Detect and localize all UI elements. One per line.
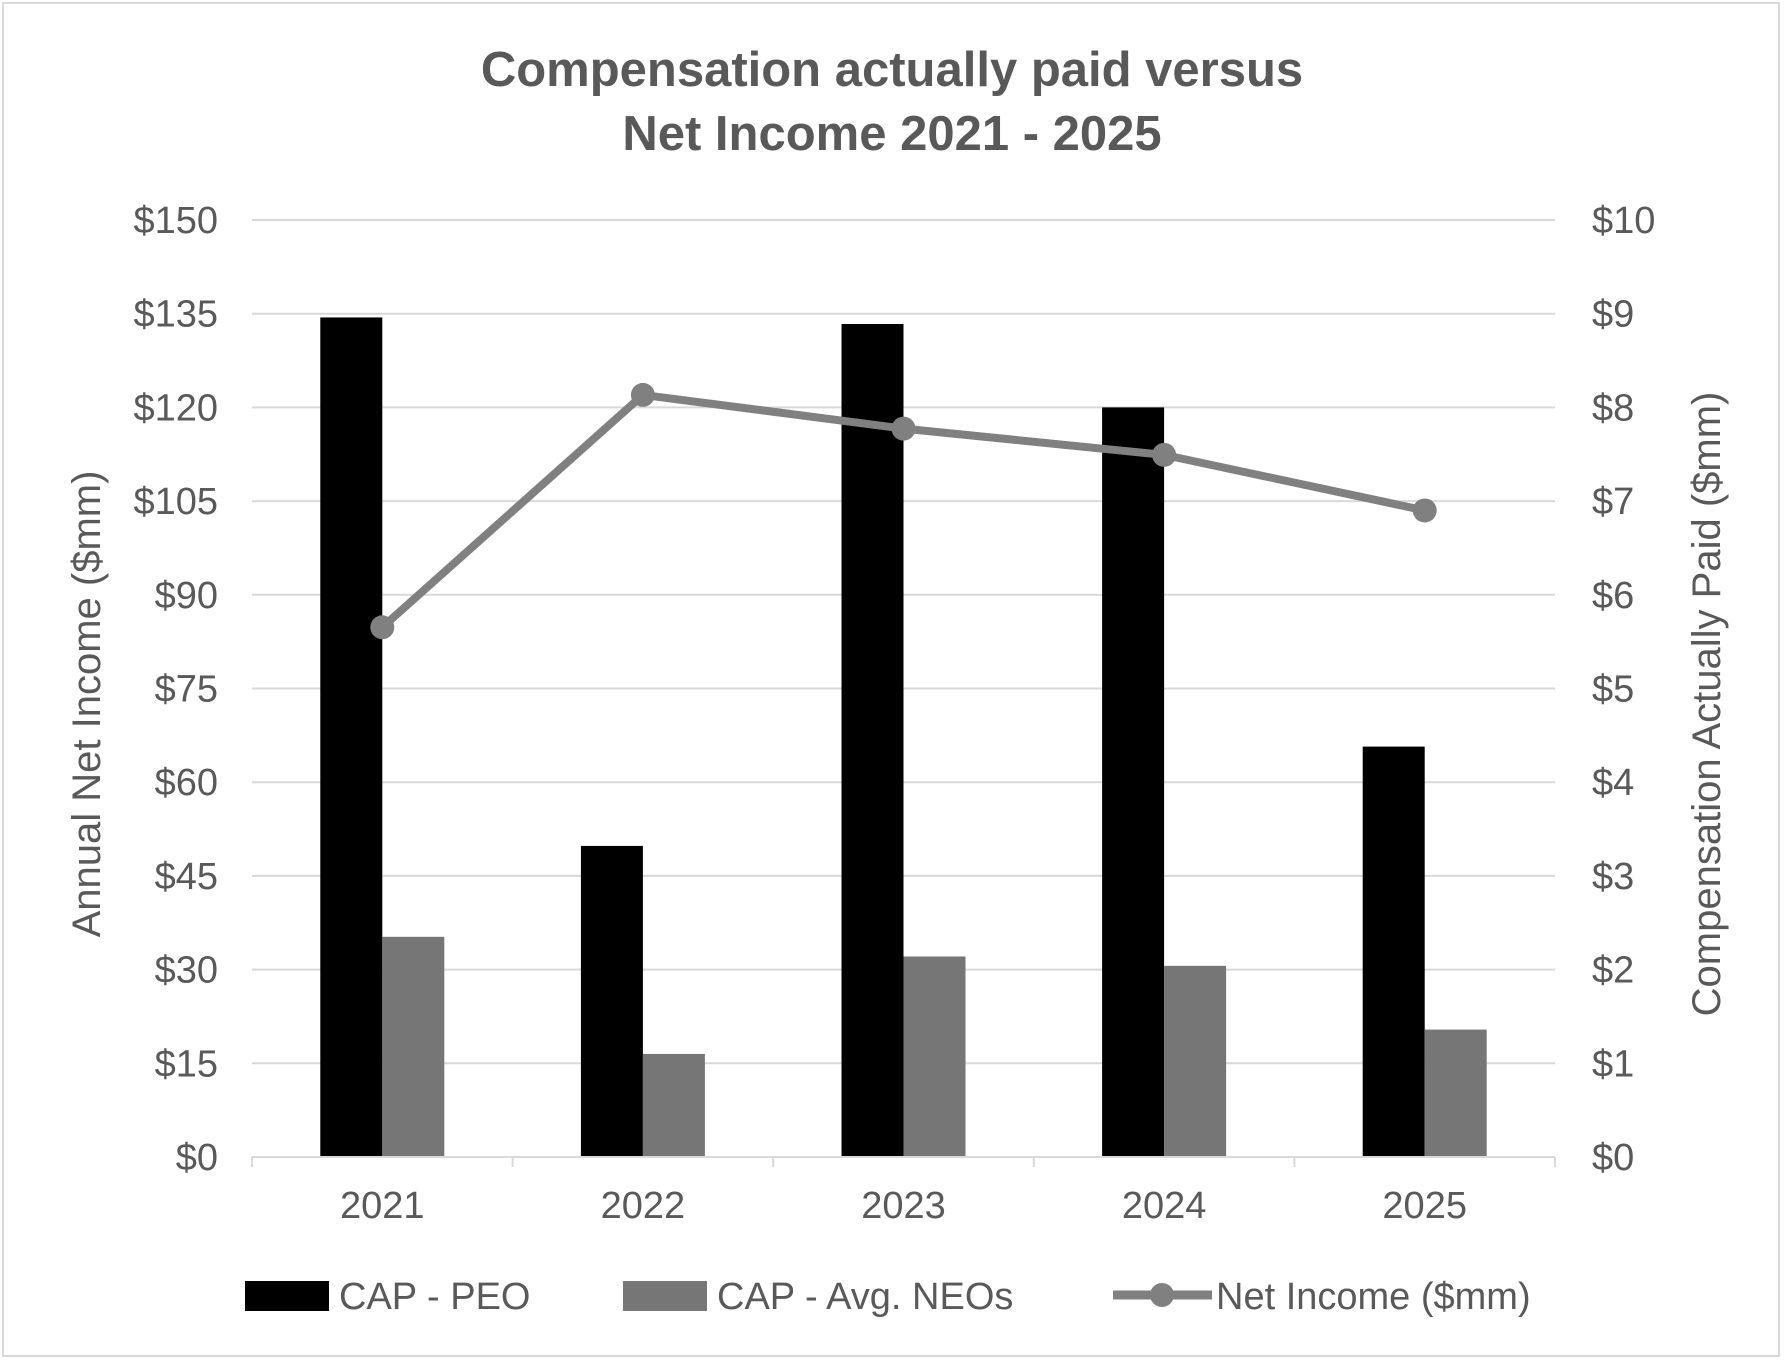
right-tick-label: $4 [1592,762,1634,804]
net-income-point-2025 [1412,498,1437,523]
right-tick-label: $10 [1592,200,1655,242]
left-tick-label: $105 [133,481,218,523]
net-income-point-2024 [1152,442,1177,467]
bar-cap-peo-2024 [1102,407,1165,1157]
right-tick-label: $7 [1592,481,1634,523]
left-tick-label: $120 [133,387,218,429]
right-tick-label: $2 [1592,950,1634,992]
right-tick-label: $3 [1592,856,1634,898]
legend-label-cap-avg-neos: CAP - Avg. NEOs [717,1276,1013,1318]
right-axis-ticks: $0 $1 $2 $3 $4 $5 $6 $7 $8 $9 $10 [1592,200,1655,1179]
bar-cap-avg-neos-2023 [903,956,966,1157]
left-tick-label: $135 [133,294,218,336]
bar-cap-avg-neos-2024 [1164,965,1227,1157]
net-income-point-2022 [630,382,655,407]
left-tick-label: $45 [155,856,218,898]
right-tick-label: $8 [1592,387,1634,429]
right-tick-label: $9 [1592,294,1634,336]
left-tick-label: $75 [155,669,218,711]
x-tick-label-2023: 2023 [861,1185,946,1227]
legend-label-net-income: Net Income ($mm) [1216,1276,1531,1318]
bar-cap-peo-2022 [580,845,643,1157]
x-tick-label-2022: 2022 [601,1185,686,1227]
bar-cap-peo-2023 [841,324,904,1158]
gridlines [252,219,1555,1065]
right-tick-label: $1 [1592,1043,1634,1085]
x-tick-label-2021: 2021 [340,1185,425,1227]
chart-title-line-1: Compensation actually paid versus [481,43,1303,97]
bars [320,317,1487,1158]
left-axis-ticks: $0 $15 $30 $45 $60 $75 $90 $105 $120 $135 $150 [133,200,218,1179]
legend-swatch-cap-avg-neos [623,1281,707,1311]
bar-cap-avg-neos-2025 [1424,1029,1487,1157]
bar-cap-avg-neos-2022 [642,1053,705,1157]
bar-cap-peo-2025 [1362,746,1425,1157]
net-income-point-2021 [370,615,395,640]
legend-swatch-cap-peo [245,1281,329,1311]
bar-cap-peo-2021 [320,317,383,1157]
left-tick-label: $0 [176,1137,218,1179]
left-tick-label: $15 [155,1043,218,1085]
net-income-line-group [370,382,1437,640]
bar-cap-avg-neos-2021 [382,936,445,1157]
legend-label-cap-peo: CAP - PEO [339,1276,530,1318]
chart-title: Compensation actually paid versus Net In… [481,43,1303,161]
right-tick-label: $5 [1592,669,1634,711]
x-axis: 2021 2022 2023 2024 2025 [251,1156,1556,1227]
net-income-point-2023 [891,416,916,441]
chart-title-line-2: Net Income 2021 - 2025 [622,107,1161,161]
legend-marker-net-income [1150,1283,1174,1307]
x-tick-label-2024: 2024 [1122,1185,1207,1227]
right-tick-label: $0 [1592,1137,1634,1179]
right-axis-title: Compensation Actually Paid ($mm) [1685,392,1729,1017]
left-axis-title: Annual Net Income ($mm) [65,471,109,938]
left-tick-label: $30 [155,950,218,992]
legend: CAP - PEO CAP - Avg. NEOs Net Income ($m… [245,1276,1531,1318]
x-tick-label-2025: 2025 [1382,1185,1467,1227]
right-tick-label: $6 [1592,575,1634,617]
left-tick-label: $90 [155,575,218,617]
left-tick-label: $60 [155,762,218,804]
left-tick-label: $150 [133,200,218,242]
